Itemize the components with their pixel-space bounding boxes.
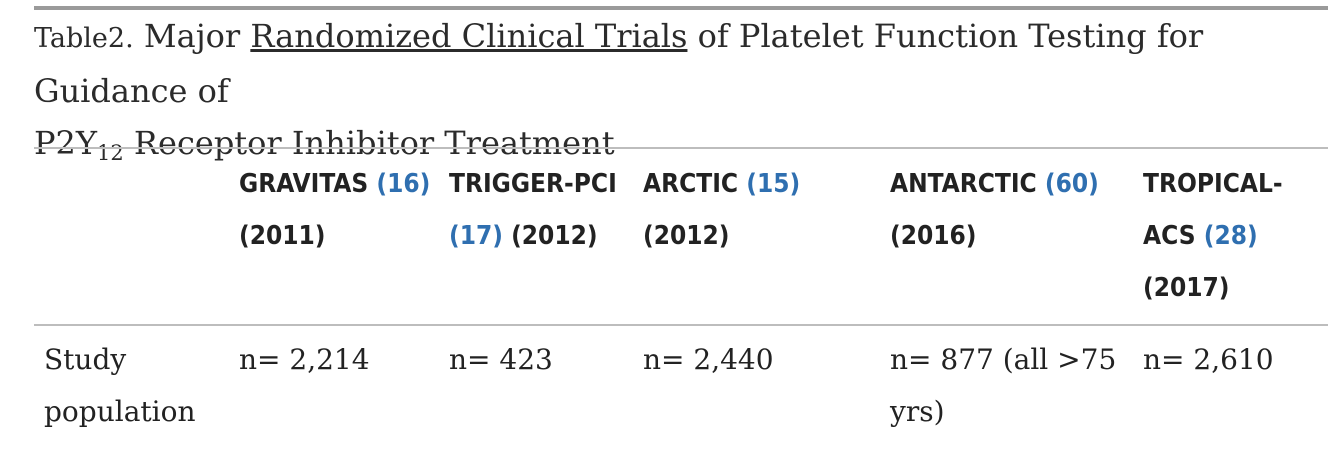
- cell-tropical-acs-population: n= 2,610: [1143, 343, 1274, 376]
- col-header-trigger-pci: TRIGGER-PCI (17) (2012): [449, 158, 634, 262]
- col-header-tropical-acs: TROPICAL-ACS (28) (2017): [1143, 158, 1323, 314]
- table-caption: Table2. Major Randomized Clinical Trials…: [34, 10, 1324, 169]
- caption-text-end: Receptor Inhibitor Treatment: [133, 124, 615, 162]
- header-rule: [34, 147, 1328, 149]
- trial-name: TRIGGER-PCI: [449, 169, 617, 199]
- col-header-antarctic: ANTARCTIC (60) (2016): [890, 158, 1130, 262]
- caption-subscript: 12: [97, 141, 124, 165]
- rct-link[interactable]: Randomized Clinical Trials: [250, 17, 688, 55]
- caption-text-before: Major: [143, 17, 241, 55]
- row-rule: [34, 324, 1328, 326]
- trial-name: TROPICAL-ACS: [1143, 169, 1283, 251]
- trial-name: GRAVITAS: [239, 169, 369, 199]
- ref-link[interactable]: (15): [746, 169, 801, 199]
- cell-gravitas-population: n= 2,214: [239, 343, 370, 376]
- row-label-study-population: Study population: [44, 343, 196, 428]
- caption-text-after: of Platelet Function Testing for Guidanc…: [34, 17, 1204, 110]
- caption-p2y: P2Y: [34, 124, 98, 162]
- trial-year: (2012): [511, 221, 598, 251]
- cell-antarctic-population: n= 877 (all >75 yrs): [890, 343, 1117, 428]
- trial-year: (2016): [890, 221, 977, 251]
- trial-name: ARCTIC: [643, 169, 739, 199]
- trial-name: ANTARCTIC: [890, 169, 1037, 199]
- ref-link[interactable]: (28): [1203, 221, 1258, 251]
- trial-year: (2017): [1143, 273, 1230, 303]
- col-header-gravitas: GRAVITAS (16) (2011): [239, 158, 439, 262]
- ref-link[interactable]: (16): [376, 169, 431, 199]
- trial-year: (2011): [239, 221, 326, 251]
- cell-arctic-population: n= 2,440: [643, 343, 774, 376]
- table-label: Table2.: [34, 23, 134, 54]
- trial-year: (2012): [643, 221, 730, 251]
- top-rule: [34, 6, 1328, 10]
- cell-trigger-pci-population: n= 423: [449, 343, 553, 376]
- ref-link[interactable]: (60): [1044, 169, 1099, 199]
- col-header-arctic: ARCTIC (15) (2012): [643, 158, 878, 262]
- ref-link[interactable]: (17): [449, 221, 503, 251]
